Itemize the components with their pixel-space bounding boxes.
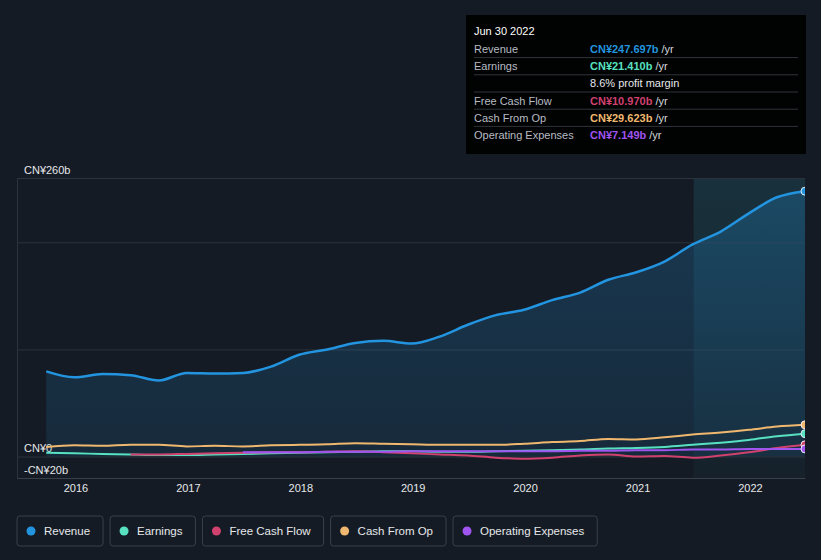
legend-item[interactable]: Revenue (17, 516, 103, 546)
series-line (46, 425, 805, 447)
x-tick-label: 2017 (176, 482, 200, 494)
tooltip-separator (474, 74, 798, 75)
tooltip-value-number: CN¥10.970b (590, 95, 653, 107)
legend-box[interactable] (110, 516, 195, 546)
legend: Revenue Earnings Free Cash Flow Cash From O… (17, 516, 597, 546)
tooltip: Jun 30 2022 Revenue CN¥247.697b/yr Earnings… (466, 15, 806, 154)
legend-box[interactable] (17, 516, 103, 546)
tooltip-value: CN¥7.149b/yr (590, 129, 662, 141)
tooltip-value: CN¥29.623b/yr (590, 112, 668, 124)
x-tick: 2021 (626, 478, 650, 494)
series-line (243, 449, 805, 452)
tooltip-separator (474, 109, 798, 110)
legend-box[interactable] (453, 516, 597, 546)
plot-area (46, 187, 805, 459)
tooltip-label: Revenue (474, 43, 518, 55)
tooltip-label: Cash From Op (474, 112, 546, 124)
y-tick: CN¥260b (17, 164, 805, 179)
y-axis: -CN¥20bCN¥0CN¥260b (17, 164, 805, 479)
x-tick-label: 2022 (738, 482, 762, 494)
grid-line (17, 178, 805, 179)
legend-box[interactable] (202, 516, 323, 546)
legend-label[interactable]: Earnings (137, 525, 183, 537)
x-tick: 2018 (289, 478, 313, 494)
tooltip-value: CN¥10.970b/yr (590, 95, 668, 107)
y-tick-label: CN¥260b (24, 164, 70, 176)
x-axis-line (18, 478, 806, 479)
x-tick: 2020 (513, 478, 537, 494)
x-tick: 2019 (401, 478, 425, 494)
legend-label[interactable]: Revenue (44, 525, 90, 537)
tooltip-note: 8.6% profit margin (590, 77, 679, 89)
x-tick: 2017 (176, 478, 200, 494)
legend-item[interactable]: Operating Expenses (453, 516, 597, 546)
legend-swatch (27, 527, 36, 536)
tooltip-separator (474, 57, 798, 58)
x-tick-label: 2016 (64, 482, 88, 494)
legend-item[interactable]: Free Cash Flow (202, 516, 323, 546)
x-axis: 2016 2017 2018 2019 2020 2021 2022 (18, 478, 806, 494)
legend-item[interactable]: Earnings (110, 516, 195, 546)
y-tick (17, 242, 805, 243)
tooltip-value: CN¥247.697b/yr (590, 43, 674, 55)
grid-line (17, 478, 805, 479)
tooltip-value-unit: /yr (649, 129, 662, 141)
x-tick-label: 2019 (401, 482, 425, 494)
y-tick: -CN¥20b (17, 464, 805, 479)
tooltip-value-unit: /yr (655, 112, 668, 124)
grid-line (17, 242, 805, 243)
tooltip-label: Earnings (474, 60, 518, 72)
x-tick-label: 2021 (626, 482, 650, 494)
tooltip-value-number: CN¥247.697b (590, 43, 659, 55)
tooltip-box (466, 15, 806, 154)
tooltip-separator (474, 126, 798, 127)
x-tick: 2016 (64, 478, 88, 494)
legend-swatch (463, 527, 472, 536)
legend-label[interactable]: Cash From Op (358, 525, 433, 537)
tooltip-value: CN¥21.410b/yr (590, 60, 668, 72)
legend-swatch (120, 527, 129, 536)
legend-label[interactable]: Free Cash Flow (229, 525, 311, 537)
legend-swatch (212, 527, 221, 536)
y-axis-line (18, 179, 806, 479)
tooltip-value-unit: /yr (662, 43, 675, 55)
tooltip-separator (474, 92, 798, 93)
tooltip-value-number: CN¥29.623b (590, 112, 653, 124)
tooltip-label: Free Cash Flow (474, 95, 552, 107)
chart: -CN¥20bCN¥0CN¥260b2016201720182019202020… (0, 0, 821, 560)
end-point (801, 421, 805, 429)
end-point (801, 445, 805, 453)
tooltip-label: Operating Expenses (474, 129, 574, 141)
tooltip-value-number: CN¥21.410b (590, 60, 653, 72)
tooltip-value-unit: /yr (655, 60, 668, 72)
tooltip-value-unit: /yr (655, 95, 668, 107)
legend-swatch (340, 527, 349, 536)
x-tick-label: 2018 (289, 482, 313, 494)
series-line (46, 191, 805, 380)
x-tick-label: 2020 (513, 482, 537, 494)
tooltip-value-number: CN¥7.149b (590, 129, 647, 141)
legend-label[interactable]: Operating Expenses (480, 525, 584, 537)
legend-item[interactable]: Cash From Op (331, 516, 446, 546)
y-tick-label: -CN¥20b (24, 464, 68, 476)
end-point (801, 430, 805, 438)
end-point (801, 187, 805, 195)
series-area (46, 191, 805, 456)
background (0, 0, 821, 560)
tooltip-date: Jun 30 2022 (474, 25, 535, 37)
x-tick: 2022 (738, 478, 762, 494)
legend-box[interactable] (331, 516, 446, 546)
